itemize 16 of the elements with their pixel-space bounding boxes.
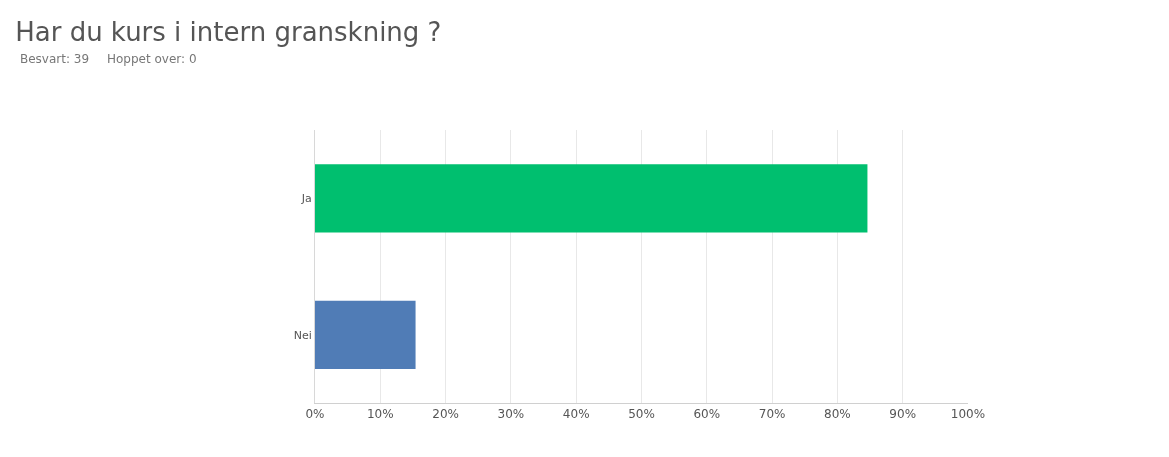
text: Hoppet over: 0 (107, 52, 197, 66)
chart-title: Har du kurs i intern granskning ? (15, 17, 442, 48)
x-tick-label: 90% (889, 407, 917, 422)
x-tick-label: 50% (628, 407, 655, 422)
x-tick-label: 80% (824, 407, 851, 422)
y-tick-label: Nei (293, 328, 312, 342)
text: Besvart: 39 (20, 52, 90, 66)
x-tick-label: 0% (305, 407, 325, 422)
x-tick-label: 60% (693, 407, 721, 422)
x-tick-label: 30% (497, 407, 525, 422)
x-tick-label: 40% (562, 407, 590, 422)
x-tick-label: 10% (366, 407, 394, 422)
x-tick-label: 100% (950, 407, 986, 422)
x-tick-label: 70% (758, 407, 786, 422)
y-tick-label: Ja (300, 192, 312, 206)
x-tick-label: 20% (432, 407, 459, 422)
